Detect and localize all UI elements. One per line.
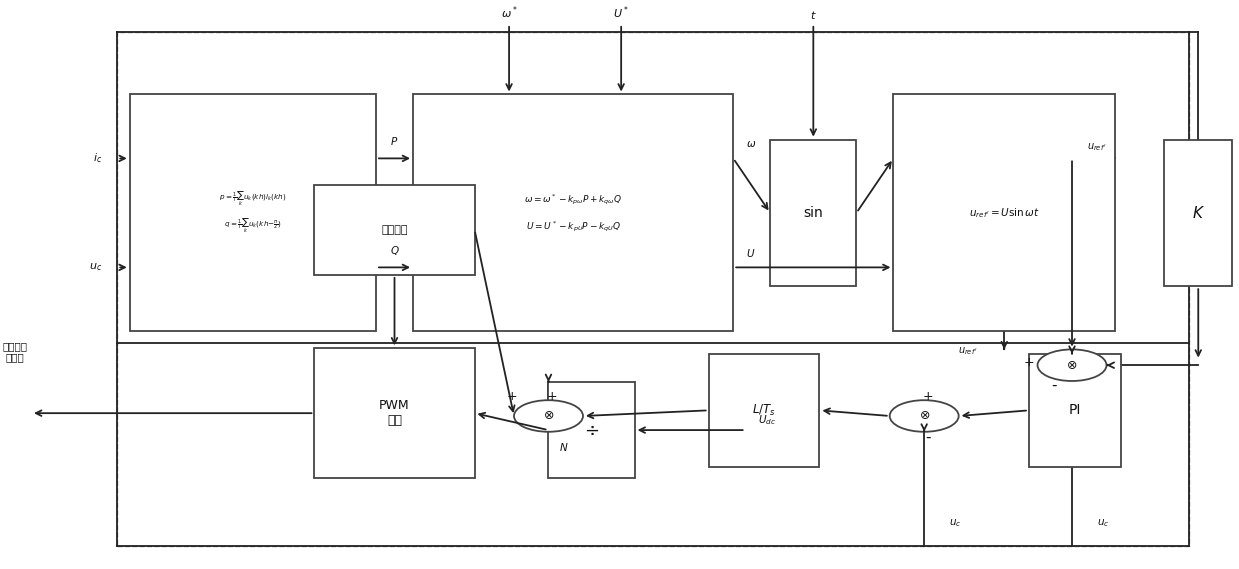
Text: +: +: [1023, 356, 1035, 369]
FancyBboxPatch shape: [771, 139, 856, 286]
Text: $U^*$: $U^*$: [613, 5, 629, 21]
Text: $u_{ref^{\prime}}=U\sin\omega t$: $u_{ref^{\prime}}=U\sin\omega t$: [969, 206, 1040, 220]
FancyBboxPatch shape: [893, 94, 1115, 331]
Text: $t$: $t$: [810, 9, 817, 21]
Text: -: -: [926, 430, 930, 445]
FancyBboxPatch shape: [709, 354, 819, 467]
Text: $u_c$: $u_c$: [89, 262, 103, 273]
Text: $\div$: $\div$: [584, 421, 600, 439]
Text: $u_{ref^{\prime}}$: $u_{ref^{\prime}}$: [1087, 141, 1106, 153]
Text: $i_c$: $i_c$: [93, 151, 103, 165]
Text: $\otimes$: $\otimes$: [1067, 358, 1078, 372]
FancyBboxPatch shape: [413, 94, 733, 331]
Text: +: +: [923, 390, 933, 403]
Text: $\otimes$: $\otimes$: [918, 410, 929, 423]
Text: +: +: [507, 390, 517, 403]
Text: $\omega$: $\omega$: [746, 139, 756, 149]
FancyBboxPatch shape: [549, 382, 634, 478]
FancyBboxPatch shape: [1028, 354, 1121, 467]
Text: $U_{dc}$: $U_{dc}$: [758, 413, 776, 427]
Text: $u_c$: $u_c$: [949, 517, 961, 529]
Text: PWM
调制: PWM 调制: [379, 399, 410, 427]
Text: $U$: $U$: [746, 248, 755, 259]
FancyBboxPatch shape: [315, 185, 475, 275]
Text: $\omega=\omega^*-k_{p\omega}P+k_{q\omega}Q$

$U=U^*-k_{pU}P-k_{qU}Q$: $\omega=\omega^*-k_{p\omega}P+k_{q\omega…: [524, 192, 622, 234]
Text: 三角载波: 三角载波: [382, 225, 408, 235]
Circle shape: [514, 400, 584, 432]
Text: sin: sin: [803, 206, 823, 220]
Text: $p=\frac{1}{T}\sum_k u_k(kh)i_k(kh)$

$q=\frac{1}{T}\sum_k u_k(kh{-}\frac{\pi}{2: $p=\frac{1}{T}\sum_k u_k(kh)i_k(kh)$ $q=…: [219, 191, 286, 235]
Circle shape: [890, 400, 959, 432]
Text: $Q$: $Q$: [389, 244, 399, 257]
Text: $u_c$: $u_c$: [1097, 517, 1109, 529]
Circle shape: [1037, 349, 1106, 381]
Text: $K$: $K$: [1192, 205, 1204, 221]
FancyBboxPatch shape: [1165, 139, 1232, 286]
Text: $P$: $P$: [390, 135, 399, 147]
Text: $N$: $N$: [559, 441, 567, 453]
FancyBboxPatch shape: [130, 94, 375, 331]
Text: +: +: [546, 390, 558, 403]
Text: $\otimes$: $\otimes$: [543, 410, 554, 423]
Text: PI: PI: [1069, 403, 1082, 417]
Text: $L/T_s$: $L/T_s$: [752, 403, 776, 418]
Text: $u_{ref^{\prime}}$: $u_{ref^{\prime}}$: [958, 345, 978, 357]
Text: $\omega^*$: $\omega^*$: [501, 5, 518, 21]
FancyBboxPatch shape: [315, 348, 475, 478]
Text: 至驱动保
护电路: 至驱动保 护电路: [2, 341, 27, 362]
Text: -: -: [1051, 377, 1057, 393]
